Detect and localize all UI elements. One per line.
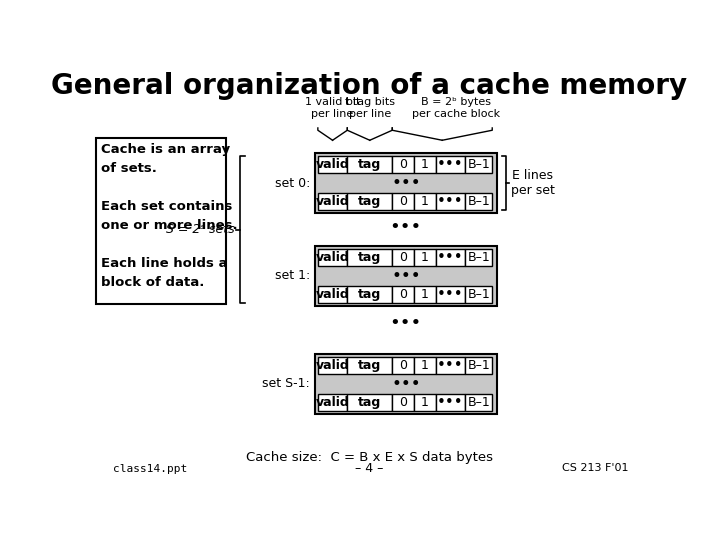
Text: 1: 1 [421,396,428,409]
Text: tag: tag [358,288,382,301]
Text: •••: ••• [437,287,464,302]
Text: 0: 0 [399,396,407,409]
Text: General organization of a cache memory: General organization of a cache memory [51,72,687,100]
FancyBboxPatch shape [465,249,492,266]
FancyBboxPatch shape [392,286,414,303]
FancyBboxPatch shape [465,394,492,410]
Text: •••: ••• [437,395,464,409]
Text: 1: 1 [421,288,428,301]
Text: valid: valid [315,359,349,372]
FancyBboxPatch shape [315,354,497,414]
FancyBboxPatch shape [347,356,392,374]
FancyBboxPatch shape [318,193,347,211]
FancyBboxPatch shape [347,193,392,211]
Text: 0: 0 [399,158,407,171]
Text: – 4 –: – 4 – [355,462,383,475]
FancyBboxPatch shape [465,157,492,173]
Text: t tag bits
per line: t tag bits per line [345,97,395,119]
Text: valid: valid [315,158,349,171]
Text: class14.ppt: class14.ppt [113,464,187,474]
FancyBboxPatch shape [436,356,465,374]
FancyBboxPatch shape [96,138,226,303]
Text: •••: ••• [391,267,420,285]
Text: •••: ••• [390,314,422,332]
Text: tag: tag [358,359,382,372]
Text: B–1: B–1 [467,195,490,208]
FancyBboxPatch shape [465,356,492,374]
Text: •••: ••• [437,250,464,265]
Text: valid: valid [315,195,349,208]
Text: Cache is an array
of sets.

Each set contains
one or more lines.

Each line hold: Cache is an array of sets. Each set cont… [101,143,238,289]
Text: valid: valid [315,396,349,409]
FancyBboxPatch shape [436,157,465,173]
Text: set 0:: set 0: [275,177,310,190]
Text: valid: valid [315,251,349,264]
FancyBboxPatch shape [414,394,436,410]
FancyBboxPatch shape [436,193,465,211]
Text: 1: 1 [421,251,428,264]
FancyBboxPatch shape [392,249,414,266]
Text: •••: ••• [391,375,420,393]
FancyBboxPatch shape [414,157,436,173]
Text: set S-1:: set S-1: [262,377,310,390]
Text: •••: ••• [391,174,420,192]
FancyBboxPatch shape [318,394,347,410]
FancyBboxPatch shape [318,356,347,374]
Text: Cache size:  C = B x E x S data bytes: Cache size: C = B x E x S data bytes [246,451,492,464]
Text: 1: 1 [421,195,428,208]
Text: 1: 1 [421,158,428,171]
Text: tag: tag [358,158,382,171]
Text: B–1: B–1 [467,288,490,301]
FancyBboxPatch shape [436,394,465,410]
FancyBboxPatch shape [392,193,414,211]
FancyBboxPatch shape [414,356,436,374]
FancyBboxPatch shape [347,249,392,266]
Text: 0: 0 [399,288,407,301]
FancyBboxPatch shape [318,249,347,266]
Text: S = 2ˢ sets: S = 2ˢ sets [166,223,234,236]
FancyBboxPatch shape [436,286,465,303]
Text: B–1: B–1 [467,396,490,409]
FancyBboxPatch shape [414,249,436,266]
FancyBboxPatch shape [315,153,497,213]
Text: CS 213 F'01: CS 213 F'01 [562,463,629,473]
FancyBboxPatch shape [465,286,492,303]
Text: •••: ••• [437,357,464,373]
FancyBboxPatch shape [347,286,392,303]
FancyBboxPatch shape [414,193,436,211]
FancyBboxPatch shape [318,286,347,303]
FancyBboxPatch shape [318,157,347,173]
Text: 0: 0 [399,359,407,372]
FancyBboxPatch shape [465,193,492,211]
Text: tag: tag [358,251,382,264]
Text: •••: ••• [437,157,464,172]
Text: E lines
per set: E lines per set [510,170,554,198]
Text: B–1: B–1 [467,158,490,171]
Text: tag: tag [358,396,382,409]
Text: 1 valid bit
per line: 1 valid bit per line [305,97,360,119]
FancyBboxPatch shape [347,157,392,173]
FancyBboxPatch shape [315,246,497,306]
Text: B = 2ᵇ bytes
per cache block: B = 2ᵇ bytes per cache block [412,97,500,119]
Text: tag: tag [358,195,382,208]
Text: valid: valid [315,288,349,301]
Text: set 1:: set 1: [275,269,310,282]
FancyBboxPatch shape [436,249,465,266]
FancyBboxPatch shape [347,394,392,410]
FancyBboxPatch shape [414,286,436,303]
Text: B–1: B–1 [467,359,490,372]
FancyBboxPatch shape [392,157,414,173]
Text: •••: ••• [437,194,464,210]
Text: 1: 1 [421,359,428,372]
Text: •••: ••• [390,218,422,237]
Text: 0: 0 [399,195,407,208]
Text: B–1: B–1 [467,251,490,264]
FancyBboxPatch shape [392,356,414,374]
Text: 0: 0 [399,251,407,264]
FancyBboxPatch shape [392,394,414,410]
